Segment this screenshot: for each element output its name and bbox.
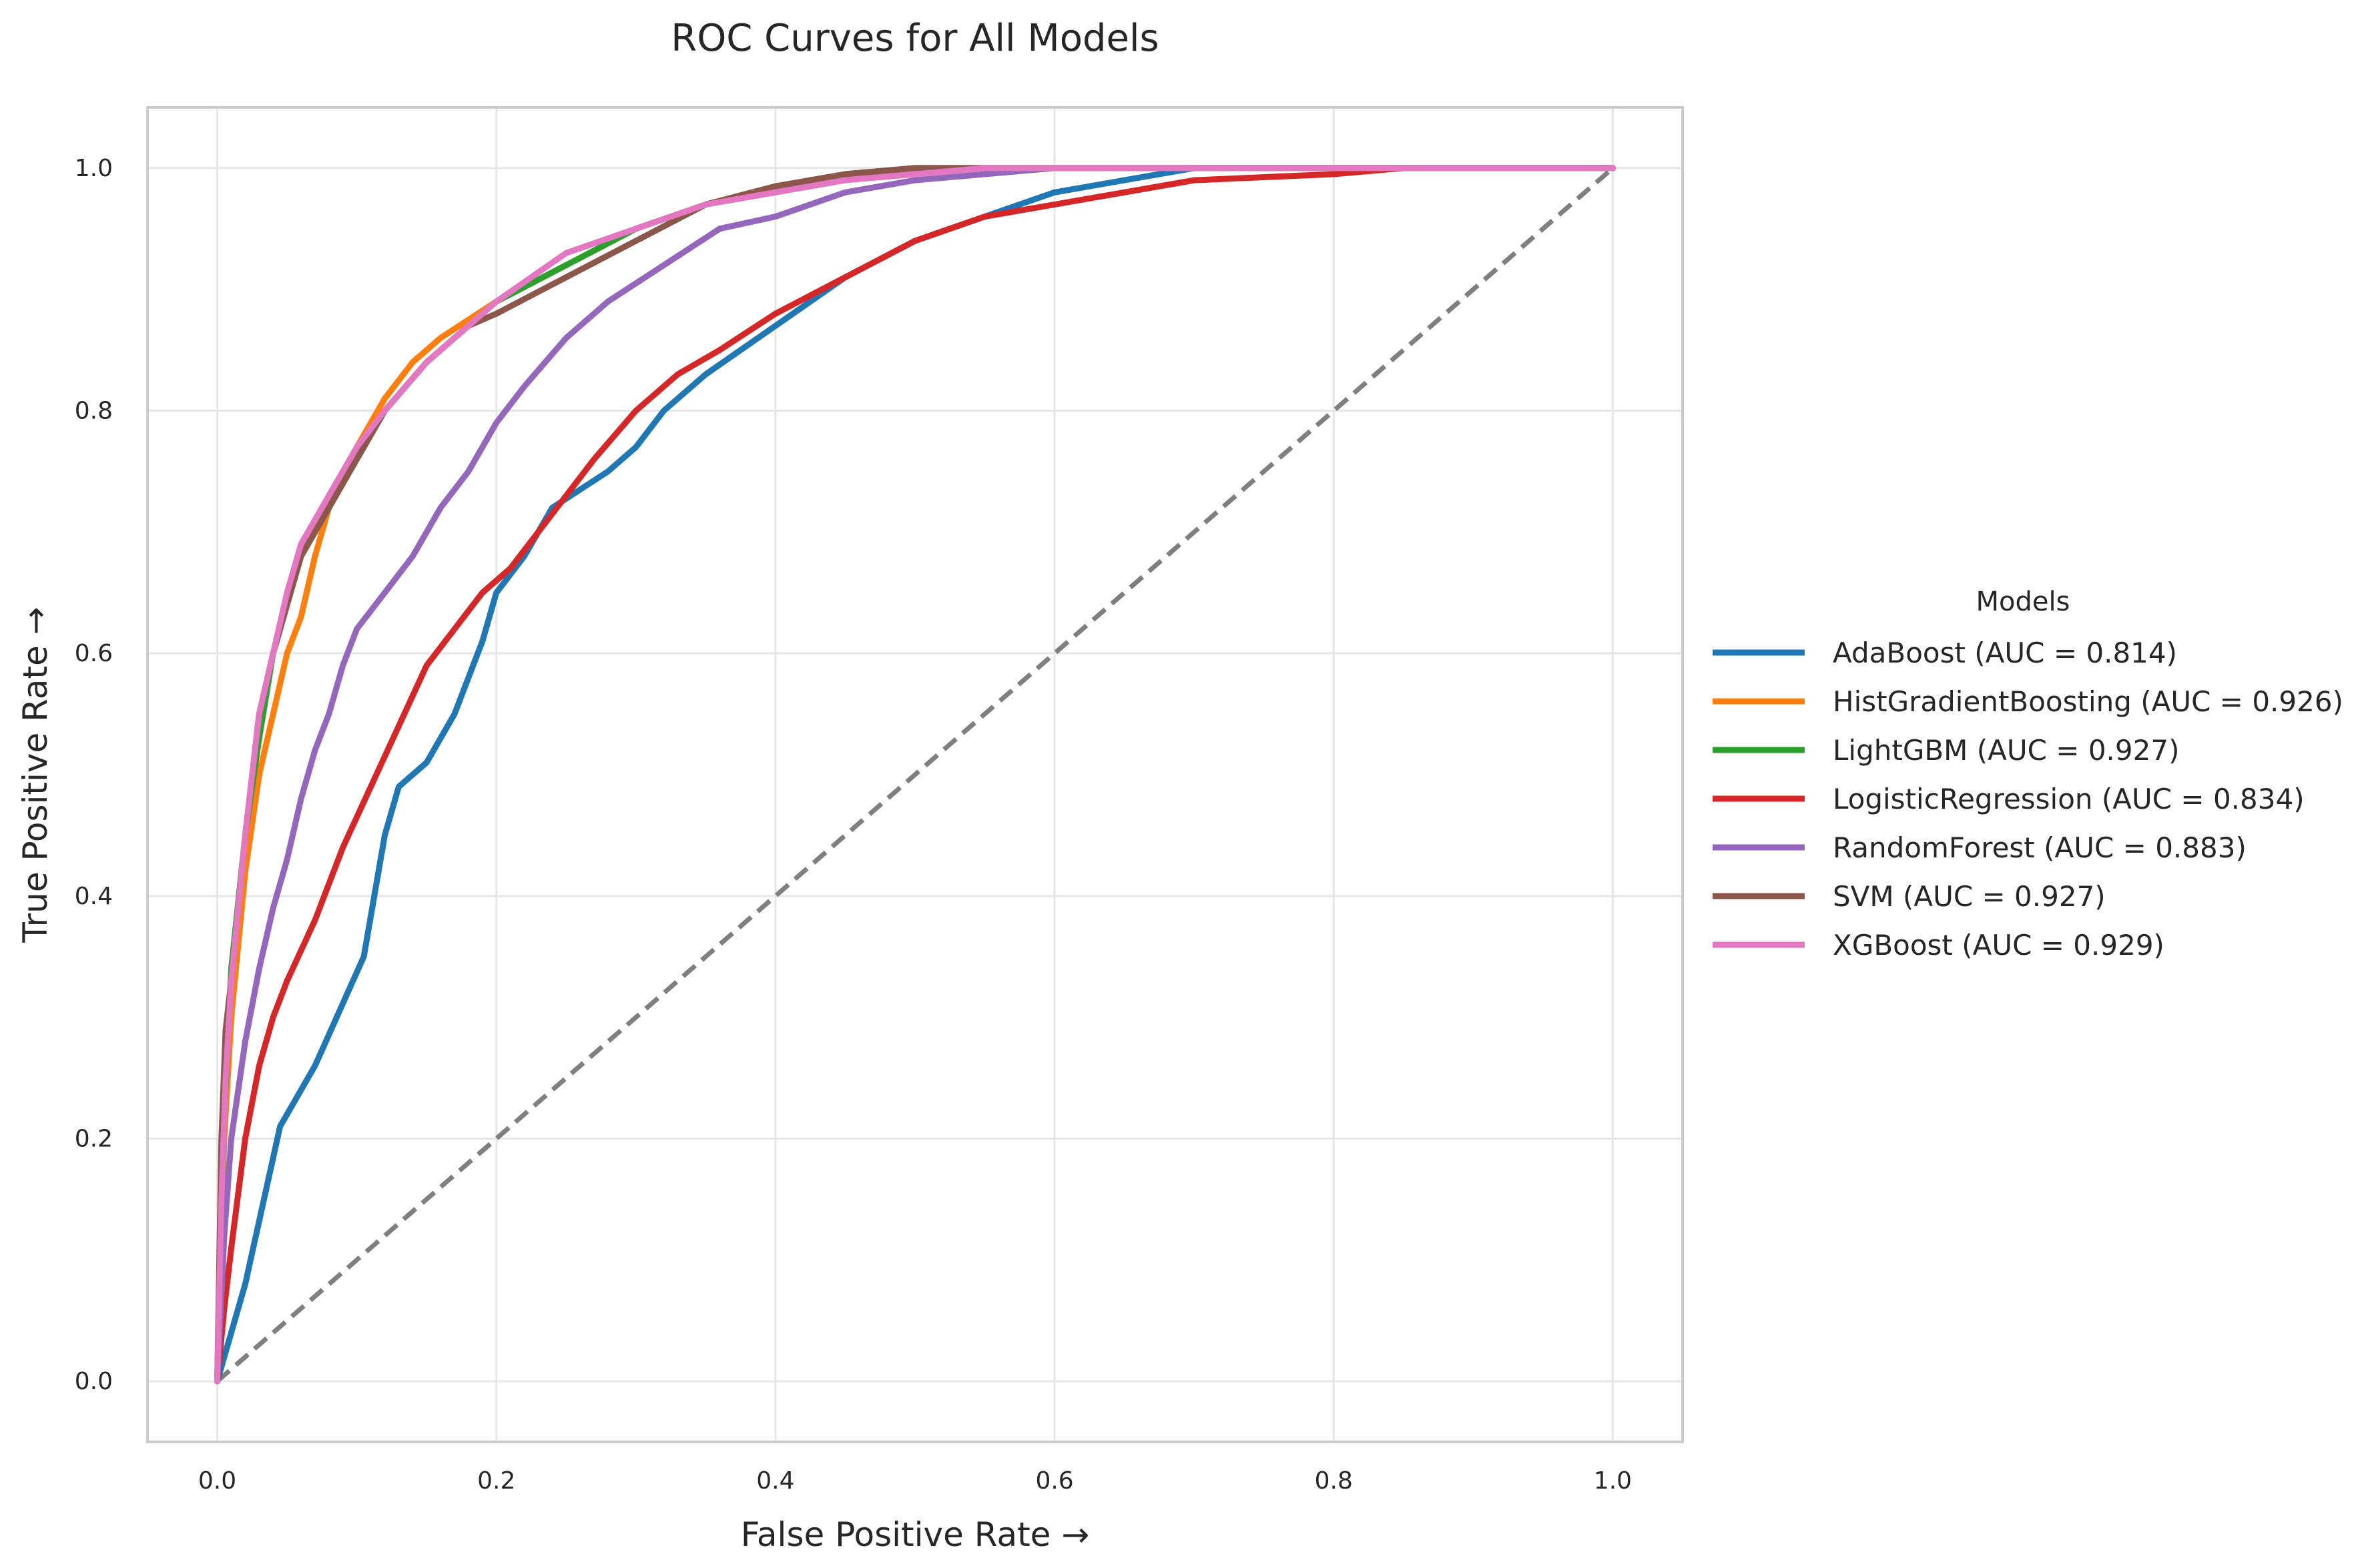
plot-frame xyxy=(146,106,1684,1443)
legend: Models AdaBoost (AUC = 0.814) HistGradien… xyxy=(1713,586,2343,961)
legend-label: SVM (AUC = 0.927) xyxy=(1833,880,2106,913)
y-tick-label: 1.0 xyxy=(75,155,113,182)
x-tick-label: 0.4 xyxy=(756,1467,794,1495)
series-line-randomforest xyxy=(214,165,1616,1385)
legend-label: LightGBM (AUC = 0.927) xyxy=(1833,734,2179,767)
x-tick-label: 0.0 xyxy=(198,1467,236,1495)
x-tick-label: 0.6 xyxy=(1035,1467,1073,1495)
x-tick-label: 0.2 xyxy=(477,1467,515,1495)
series-line-logisticregression xyxy=(214,165,1616,1385)
y-tick-label: 0.4 xyxy=(75,883,113,910)
x-axis-label: False Positive Rate → xyxy=(741,1515,1090,1554)
series-layer xyxy=(214,165,1616,1385)
x-ticks: 0.0 0.2 0.4 0.6 0.8 1.0 xyxy=(198,1467,1632,1495)
grid xyxy=(147,107,1683,1442)
y-tick-label: 0.8 xyxy=(75,398,113,425)
legend-label: XGBoost (AUC = 0.929) xyxy=(1833,929,2164,961)
legend-label: HistGradientBoosting (AUC = 0.926) xyxy=(1833,685,2343,718)
legend-label: LogisticRegression (AUC = 0.834) xyxy=(1833,783,2305,815)
x-tick-label: 0.8 xyxy=(1315,1467,1353,1495)
y-tick-label: 0.6 xyxy=(75,640,113,667)
y-tick-label: 0.2 xyxy=(75,1125,113,1152)
x-tick-label: 1.0 xyxy=(1594,1467,1632,1495)
y-axis-label: True Positive Rate → xyxy=(16,607,55,943)
legend-items: AdaBoost (AUC = 0.814) HistGradientBoosti… xyxy=(1713,637,2343,961)
diagonal-reference xyxy=(216,166,1614,1383)
legend-title: Models xyxy=(1976,586,2070,617)
legend-label: RandomForest (AUC = 0.883) xyxy=(1833,831,2247,864)
y-ticks: 0.0 0.2 0.4 0.6 0.8 1.0 xyxy=(75,155,113,1395)
chart-title: ROC Curves for All Models xyxy=(671,17,1159,60)
legend-label: AdaBoost (AUC = 0.814) xyxy=(1833,637,2177,669)
diagonal-line xyxy=(216,166,1614,1383)
y-tick-label: 0.0 xyxy=(75,1368,113,1395)
series-line-xgboost xyxy=(214,165,1616,1385)
